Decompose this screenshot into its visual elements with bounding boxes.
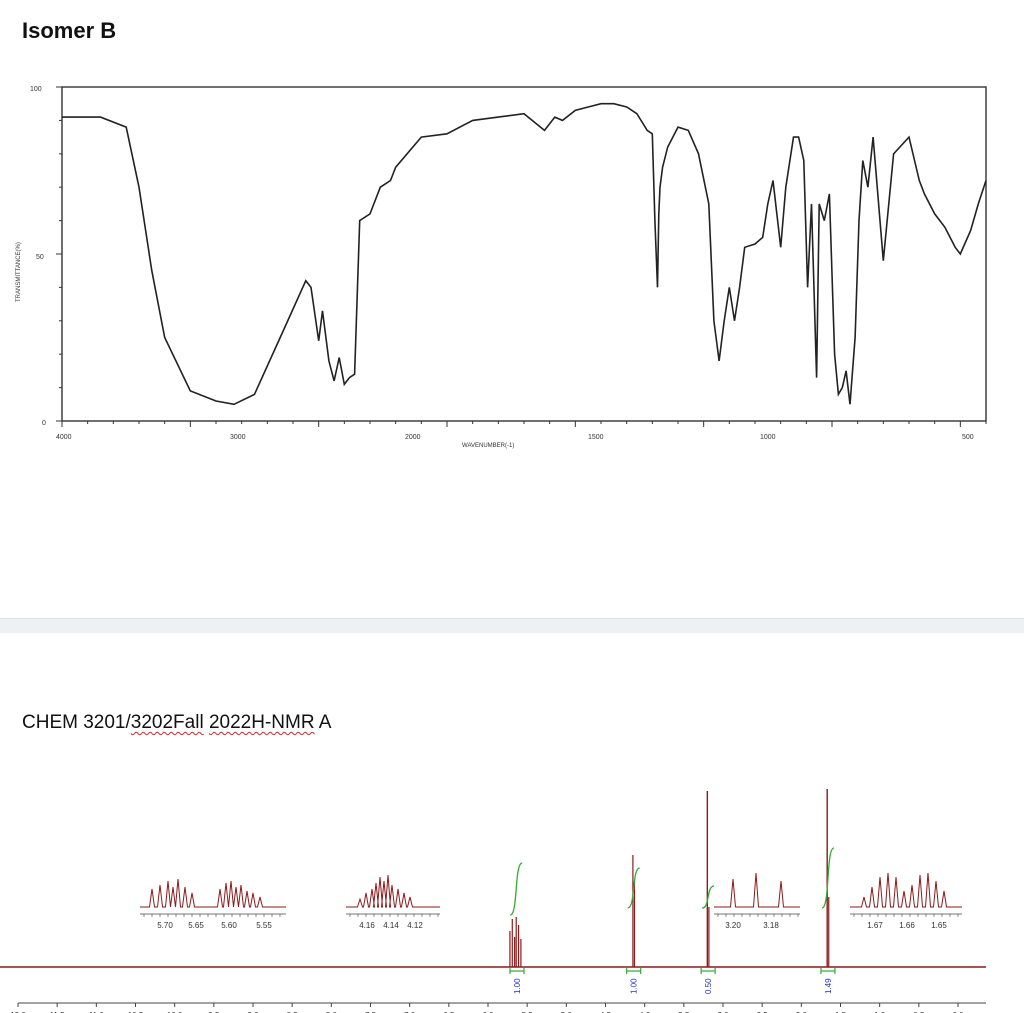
nmr-x-tick-label: 2.5 <box>757 1011 769 1013</box>
nmr-x-tick-label: 12.0 <box>10 1011 26 1013</box>
nmr-x-tick-label: 2.0 <box>796 1011 808 1013</box>
nmr-inset-trace <box>850 872 962 908</box>
ir-x-tick-2000: 2000 <box>405 434 421 441</box>
nmr-x-tick-label: 9.5 <box>208 1011 220 1013</box>
nmr-inset-tick-label: 5.60 <box>221 921 237 930</box>
nmr-x-tick-label: 0.5 <box>913 1011 925 1013</box>
ir-transmittance-trace <box>62 102 987 406</box>
nmr-x-tick-label: 3.0 <box>717 1011 729 1013</box>
nmr-inset-trace <box>714 872 800 908</box>
nmr-integral-curve <box>821 847 835 909</box>
nmr-inset-tick-label: 1.66 <box>899 921 915 930</box>
ir-x-tick-1500: 1500 <box>588 434 604 441</box>
nmr-x-tick-label: 5.0 <box>561 1011 573 1013</box>
ir-x-tick-1000: 1000 <box>760 434 776 441</box>
nmr-inset-trace <box>140 878 286 908</box>
nmr-x-tick-label: 0.0 <box>952 1011 964 1013</box>
nmr-inset-trace <box>346 874 440 908</box>
nmr-inset-tick-label: 3.18 <box>763 921 779 930</box>
nmr-x-tick-label: 4.5 <box>600 1011 612 1013</box>
integral-value-label: 0.50 <box>704 978 713 994</box>
integral-value-label: 1.00 <box>513 978 522 994</box>
nmr-spectrum-chart: 5.70 5.65 5.60 5.55 4.16 4.14 4.12 3.20 3.18 1.67… <box>0 789 986 1013</box>
nmr-x-tick-label: 7.5 <box>365 1011 377 1013</box>
ir-x-tick-500: 500 <box>962 434 974 441</box>
nmr-inset-tick-label: 3.20 <box>725 921 741 930</box>
ir-y-tick-0: 0 <box>42 420 46 427</box>
nmr-inset-tick-label: 1.67 <box>867 921 883 930</box>
nmr-inset-tick-label: 1.65 <box>931 921 947 930</box>
nmr-inset-tick-label: 4.14 <box>383 921 399 930</box>
nmr-inset-tick-label: 4.12 <box>407 921 423 930</box>
ir-y-tick-100: 100 <box>30 86 42 93</box>
nmr-integral-curve <box>627 867 641 909</box>
nmr-x-tick-label: 1.5 <box>835 1011 847 1013</box>
nmr-x-tick-label: 9.0 <box>247 1011 259 1013</box>
nmr-x-tick-label: 6.5 <box>443 1011 455 1013</box>
nmr-x-tick-label: 4.0 <box>639 1011 651 1013</box>
nmr-x-tick-label: 11.0 <box>89 1011 105 1013</box>
integral-value-label: 1.00 <box>630 978 639 994</box>
nmr-inset-tick-label: 5.70 <box>157 921 173 930</box>
nmr-x-tick-label: 7.0 <box>404 1011 416 1013</box>
nmr-x-tick-label: 3.5 <box>678 1011 690 1013</box>
nmr-inset-tick-label: 5.55 <box>256 921 272 930</box>
nmr-x-tick-label: 8.5 <box>287 1011 299 1013</box>
nmr-x-tick-label: 6.0 <box>482 1011 494 1013</box>
nmr-integral-curve <box>701 885 715 909</box>
ir-title: Isomer B <box>22 18 117 43</box>
nmr-x-tick-label: 11.5 <box>50 1011 66 1013</box>
nmr-integral-curve <box>509 862 523 916</box>
ir-x-axis-label: WAVENUMBER(-1) <box>462 443 514 449</box>
nmr-inset-tick-label: 4.16 <box>359 921 375 930</box>
ir-spectrum-chart: 100 50 0 TRANSMITTANCE(%) 4000 3000 2000… <box>16 86 987 449</box>
ir-y-axis-label: TRANSMITTANCE(%) <box>16 242 22 302</box>
nmr-x-tick-label: 10.0 <box>167 1011 183 1013</box>
nmr-x-tick-label: 10.5 <box>128 1011 144 1013</box>
nmr-x-tick-label: 8.0 <box>326 1011 338 1013</box>
ir-plot-frame <box>61 86 987 422</box>
nmr-x-tick-label: 1.0 <box>874 1011 886 1013</box>
nmr-title: CHEM 3201/3202Fall 2022H-NMR A <box>22 712 332 733</box>
nmr-x-tick-label: 5.5 <box>522 1011 534 1013</box>
ir-y-tick-50: 50 <box>36 254 44 261</box>
integral-value-label: 1.49 <box>824 978 833 994</box>
section-divider <box>0 618 1024 633</box>
ir-x-tick-3000: 3000 <box>230 434 246 441</box>
ir-x-tick-4000: 4000 <box>56 434 72 441</box>
nmr-inset-tick-label: 5.65 <box>188 921 204 930</box>
